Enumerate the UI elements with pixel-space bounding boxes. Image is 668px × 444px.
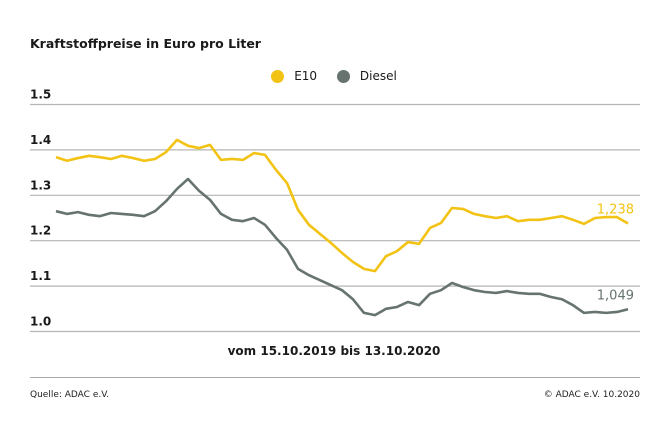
y-tick-label: 1.3 — [30, 178, 51, 192]
y-tick-label: 1.2 — [30, 224, 51, 238]
legend-item-e10: E10 — [271, 69, 317, 83]
copyright-note: © ADAC e.V. 10.2020 — [543, 390, 640, 400]
legend: E10 Diesel — [0, 69, 668, 86]
y-tick-label: 1.5 — [30, 88, 51, 102]
legend-item-diesel: Diesel — [336, 69, 397, 83]
x-axis-label: vom 15.10.2019 bis 13.10.2020 — [228, 344, 441, 358]
end-value-label-diesel: 1,049 — [597, 288, 634, 303]
end-value-label-e10: 1,238 — [597, 202, 634, 217]
y-tick-label: 1.0 — [30, 315, 51, 329]
series-line-e10 — [55, 138, 629, 273]
chart-title: Kraftstoffpreise in Euro pro Liter — [30, 36, 261, 51]
legend-label-diesel: Diesel — [359, 69, 397, 83]
legend-swatch-e10 — [271, 69, 285, 83]
y-tick-label: 1.1 — [30, 269, 51, 283]
legend-label-e10: E10 — [294, 69, 318, 83]
footer-divider — [30, 377, 640, 378]
source-note: Quelle: ADAC e.V. — [30, 390, 110, 400]
y-tick-label: 1.4 — [30, 133, 51, 147]
legend-swatch-diesel — [336, 69, 350, 83]
series-line-diesel — [55, 177, 629, 317]
